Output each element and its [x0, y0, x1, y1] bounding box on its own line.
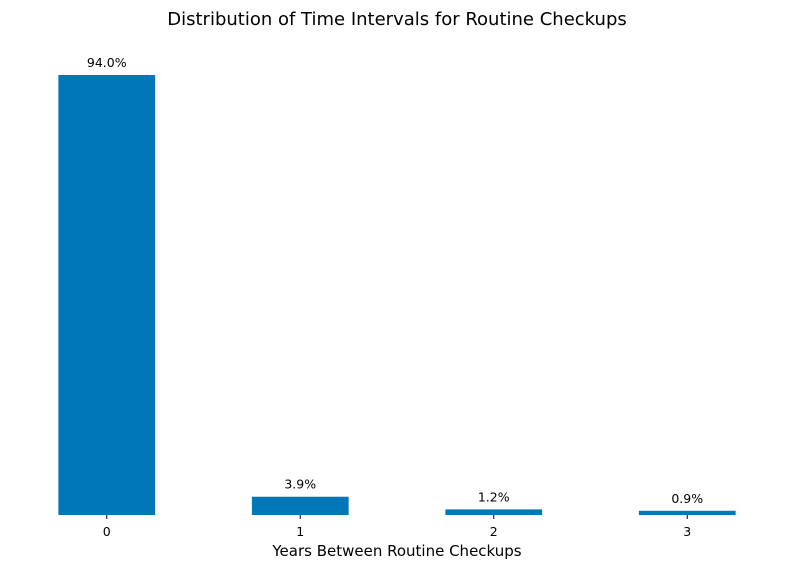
- bar-0: [58, 75, 156, 515]
- x-tick-label-2: 2: [490, 524, 498, 539]
- bar-1: [251, 496, 349, 515]
- data-label-0: 94.0%: [87, 55, 127, 70]
- data-label-1: 3.9%: [284, 477, 316, 492]
- bar-2: [445, 509, 543, 515]
- data-label-2: 1.2%: [478, 489, 510, 504]
- x-tick-label-0: 0: [103, 524, 111, 539]
- x-axis-label: Years Between Routine Checkups: [271, 542, 521, 560]
- x-tick-label-1: 1: [296, 524, 304, 539]
- bars-group: [58, 75, 736, 515]
- data-label-3: 0.9%: [671, 491, 703, 506]
- data-labels-group: 94.0% 3.9% 1.2% 0.9%: [87, 55, 703, 506]
- bar-3: [638, 510, 736, 515]
- chart-title: Distribution of Time Intervals for Routi…: [167, 9, 627, 30]
- x-tick-label-3: 3: [683, 524, 691, 539]
- x-ticks-group: 0 1 2 3: [103, 515, 691, 539]
